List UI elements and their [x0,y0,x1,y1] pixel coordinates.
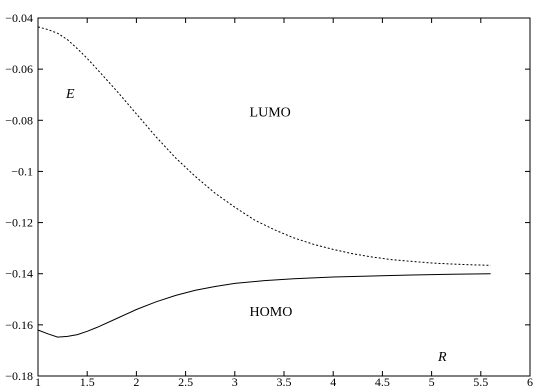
x-tick-label: 2 [133,375,139,388]
x-axis: 1 1.5 2 2.5 3 3.5 4 4.5 5 5.5 6 [35,18,533,388]
y-tick-label: −0.14 [5,267,33,281]
x-tick-label: 6 [527,375,533,388]
annotation-label: LUMO [250,105,291,120]
x-tick-label: 1 [35,375,41,388]
x-tick-label: 3 [232,375,238,388]
y-tick-label: −0.18 [5,369,33,383]
series-group [37,26,491,338]
x-tick-label: 1.5 [80,375,95,388]
x-tick-label: 5 [429,375,435,388]
series-1-line [37,273,491,338]
x-tick-label: 4 [330,375,336,388]
annotation-label: HOMO [250,305,293,320]
x-tick-label: 2.5 [178,375,193,388]
x-axis-label: R [437,350,447,365]
y-axis-label: E [65,87,75,102]
annotations: LUMO HOMO [250,105,293,319]
plot-frame [37,17,531,377]
y-axis: −0.04 −0.06 −0.08 −0.1 −0.12 −0.14 −0.16 −0.18 [5,11,530,383]
y-tick-label: −0.1 [11,164,33,178]
series-0-line [37,26,491,266]
y-tick-label: −0.04 [5,11,33,25]
y-tick-label: −0.16 [5,318,33,332]
y-tick-label: −0.06 [5,62,33,76]
y-tick-label: −0.08 [5,113,33,127]
x-tick-label: 4.5 [375,375,390,388]
y-tick-label: −0.12 [5,216,33,230]
x-tick-label: 5.5 [473,375,488,388]
x-tick-label: 3.5 [277,375,292,388]
